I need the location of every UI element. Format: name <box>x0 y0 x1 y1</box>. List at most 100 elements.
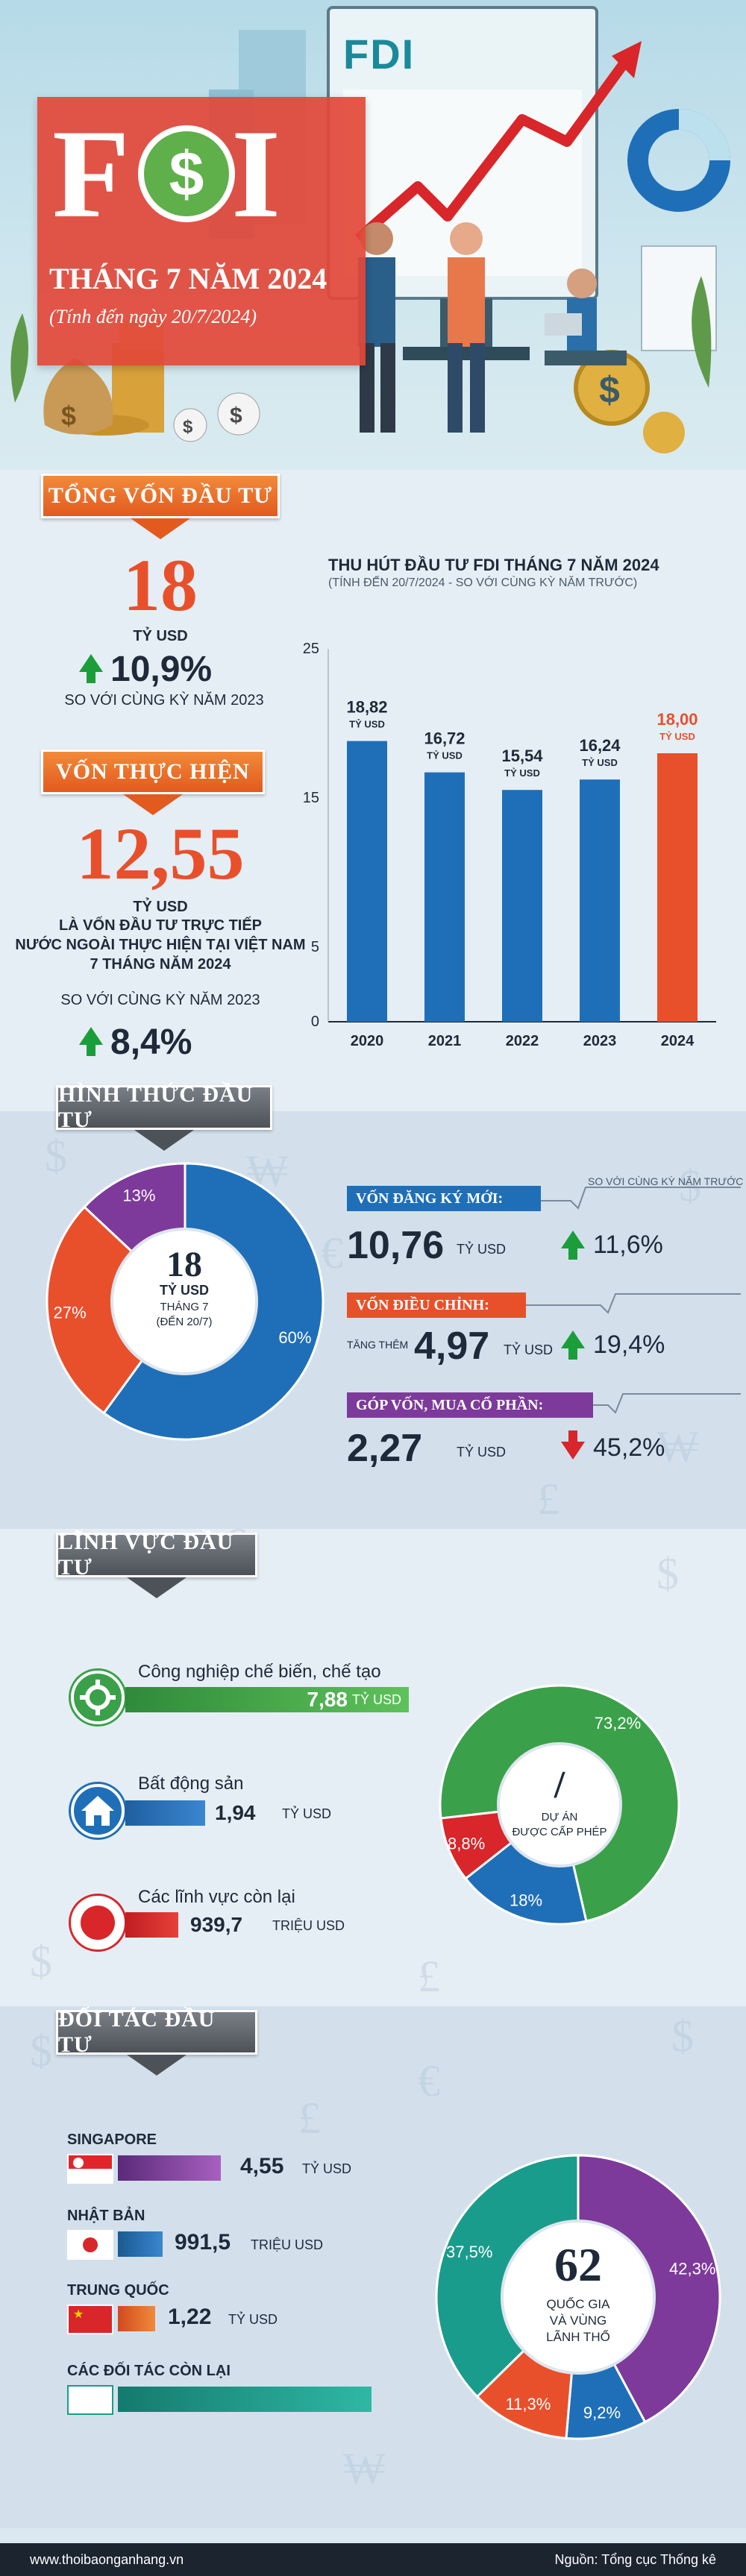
sector-others-bar <box>125 1912 178 1938</box>
bar-unit-label: TỶ USD <box>349 719 385 730</box>
svg-text:€: € <box>418 2056 440 2105</box>
sector-real-estate-bar <box>125 1800 205 1826</box>
japan-flag-icon <box>67 2230 113 2260</box>
pie-slice-label: 13% <box>122 1187 155 1205</box>
new-reg-label: VỐN ĐĂNG KÝ MỚI: <box>347 1186 541 1211</box>
forms-banner: HÌNH THỨC ĐẦU TƯ <box>56 1082 272 1132</box>
svg-text:€: € <box>321 1228 343 1278</box>
partner-china-unit: TỶ USD <box>228 2312 278 2327</box>
bar-unit-label: TỶ USD <box>504 767 540 779</box>
bar-value-label: 18,82 <box>346 698 387 717</box>
down-arrow-icon <box>561 1442 585 1460</box>
disbursed-unit: TỶ USD <box>133 899 188 915</box>
currency-watermark: ₩€$ $₩£ <box>45 1131 701 1524</box>
bar-unit-label: TỶ USD <box>659 731 695 742</box>
x-tick-label: 2021 <box>428 1033 462 1049</box>
bar <box>502 790 542 1022</box>
sector-manufacturing-bar <box>125 1687 409 1712</box>
new-reg-value: 10,76 <box>347 1224 445 1267</box>
pie-slice-label: 42,3% <box>669 2260 715 2278</box>
section-sectors: $$£€ <box>0 1529 746 2006</box>
pie-slice-label: 18% <box>510 1891 542 1909</box>
total-capital-unit: TỶ USD <box>133 628 188 644</box>
partner-japan-unit: TRIỆU USD <box>251 2237 324 2252</box>
down-arrow-stem <box>568 1430 577 1442</box>
up-arrow-stem <box>568 1348 577 1360</box>
bar-value-label: 15,54 <box>501 747 543 765</box>
partner-singapore-name: SINGAPORE <box>67 2132 157 2148</box>
y-tick-label: 25 <box>303 641 319 657</box>
svg-text:£: £ <box>418 1952 440 2001</box>
banner-pointer <box>123 794 183 815</box>
x-tick-label: 2023 <box>583 1033 617 1049</box>
disbursed-desc-line-1: LÀ VỐN ĐẦU TƯ TRỰC TIẾP <box>58 917 263 934</box>
banner-pointer <box>127 2055 186 2076</box>
partner-singapore-unit: TỶ USD <box>302 2161 352 2176</box>
adjusted-prefix: TĂNG THÊM <box>347 1339 409 1351</box>
partner-singapore-bar <box>118 2155 221 2181</box>
footer-source: Nguồn: Tổng cục Thống kê <box>554 2551 716 2567</box>
partner-japan-bar <box>118 2231 163 2257</box>
shares-growth: 45,2% <box>593 1433 665 1462</box>
partners-banner: ĐỐI TÁC ĐẦU TƯ <box>56 2007 257 2057</box>
forms-center-note-2: (ĐẾN 20/7) <box>156 1316 213 1328</box>
sectors-banner: LĨNH VỰC ĐẦU TƯ <box>56 1530 257 1580</box>
shares-unit: TỶ USD <box>457 1445 507 1460</box>
svg-text:₩: ₩ <box>343 2444 386 2493</box>
x-tick-label: 2020 <box>351 1033 384 1049</box>
sector-others-value: 939,7 <box>190 1913 243 1936</box>
disbursed-value: 12,55 <box>76 812 245 895</box>
adjusted-label: VỐN ĐIỀU CHỈNH: <box>347 1292 526 1318</box>
partner-japan-name: NHẬT BẢN <box>67 2208 145 2224</box>
footer-site[interactable]: www.thoibaonganhang.vn <box>30 2551 184 2567</box>
partner-china-name: TRUNG QUỐC <box>67 2282 169 2299</box>
svg-text:$: $ <box>656 1549 679 1598</box>
adjusted-value: 4,97 <box>414 1325 490 1368</box>
svg-text:£: £ <box>298 2093 321 2143</box>
bar-chart-title: THU HÚT ĐẦU TƯ FDI THÁNG 7 NĂM 2024 <box>328 556 659 574</box>
shares-label: GÓP VỐN, MUA CỔ PHẦN: <box>347 1392 593 1418</box>
compare-connector <box>593 1393 741 1414</box>
partners-center-note-3: LÃNH THỔ <box>546 2330 610 2344</box>
disbursed-desc-line-2: NƯỚC NGOÀI THỰC HIỆN TẠI VIỆT NAM <box>15 937 306 953</box>
svg-text:$: $ <box>671 2011 694 2061</box>
partner-china-bar <box>118 2306 155 2331</box>
new-reg-growth: 11,6% <box>593 1231 663 1259</box>
pie-slice-label: 11,3% <box>506 2395 551 2413</box>
disbursed-desc-line-3: 7 THÁNG NĂM 2024 <box>90 956 231 973</box>
sectors-center-note-1: DỰ ÁN <box>541 1811 578 1823</box>
sector-manufacturing-unit: TỶ USD <box>351 1691 401 1707</box>
dollar-coin-icon: $ <box>138 125 235 222</box>
currency-watermark: $ € £ $ ₩ <box>30 2011 694 2493</box>
compare-connector <box>541 1187 741 1210</box>
svg-text:$: $ <box>30 2026 52 2076</box>
svg-text:£: £ <box>537 1474 560 1524</box>
sector-real-estate-unit: TỶ USD <box>282 1806 332 1821</box>
banner-pointer <box>131 518 190 539</box>
total-capital-banner: TỔNG VỐN ĐẦU TƯ <box>41 474 280 518</box>
pie-slice-label: 8,8% <box>448 1834 485 1853</box>
date-note: (Tính đến ngày 20/7/2024) <box>49 306 257 327</box>
shares-value: 2,27 <box>347 1427 423 1470</box>
forms-center-note-1: THÁNG 7 <box>160 1301 209 1313</box>
footer: www.thoibaonganhang.vn Nguồn: Tổng cục T… <box>0 2543 746 2576</box>
svg-text:$: $ <box>30 1937 52 1986</box>
bar <box>424 772 465 1022</box>
svg-text:₩: ₩ <box>656 1422 699 1471</box>
adjusted-growth: 19,4% <box>593 1331 665 1359</box>
partner-others-bar <box>118 2387 372 2412</box>
new-reg-unit: TỶ USD <box>457 1242 507 1257</box>
sector-manufacturing-value: 7,88 <box>307 1688 348 1711</box>
sectors-pie-center <box>500 1745 619 1865</box>
partner-others-name: CÁC ĐỐI TÁC CÒN LẠI <box>67 2363 231 2379</box>
total-capital-compare: SO VỚI CÙNG KỲ NĂM 2023 <box>64 692 264 709</box>
sectors-center-note-2: ĐƯỢC CẤP PHÉP <box>512 1826 607 1838</box>
y-tick-label: 0 <box>311 1014 319 1030</box>
sector-others-unit: TRIỆU USD <box>272 1918 345 1933</box>
partners-center-value: 62 <box>554 2238 602 2291</box>
gear-icon <box>71 1671 125 1724</box>
logo-letter-f: F <box>52 104 130 244</box>
partner-japan-value: 991,5 <box>175 2230 231 2255</box>
sectors-center-value: / <box>554 1764 565 1806</box>
up-arrow-icon <box>79 654 103 672</box>
